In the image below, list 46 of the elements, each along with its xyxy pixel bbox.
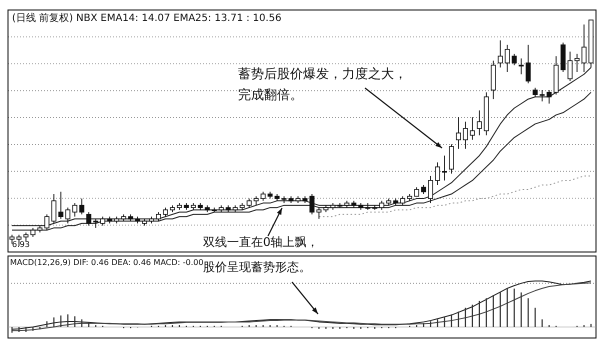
candlestick (435, 162, 440, 186)
candlestick (100, 216, 106, 226)
candlestick (379, 200, 384, 210)
candlestick (246, 198, 252, 208)
candlestick (23, 232, 28, 242)
candlestick (414, 186, 420, 197)
candlestick (156, 212, 161, 222)
candlestick (316, 207, 322, 220)
candlestick (30, 227, 36, 238)
annotation: 双线一直在0轴上飘，股价呈现蓄势形态。 (203, 235, 319, 274)
chart-title: MACD(12,26,9) DIF: 0.46 DEA: 0.46 MACD: -0.00 (10, 258, 204, 267)
candlestick (476, 110, 482, 136)
chart-title: (日线 前复权) NBX EMA14: 14.07 EMA25: 13.71 : 10.56 (12, 12, 282, 24)
candlestick (260, 191, 266, 202)
candlestick (456, 116, 461, 150)
candlestick (86, 212, 92, 226)
candlestick (512, 53, 517, 66)
candlestick (574, 53, 580, 72)
candlestick (65, 207, 70, 224)
candlestick (51, 194, 56, 224)
candlestick (309, 194, 314, 215)
candlestick (498, 40, 503, 68)
annotation: 6.93 (12, 240, 30, 249)
candlestick (546, 90, 552, 104)
candlestick (518, 58, 524, 75)
candlestick (79, 198, 84, 215)
candlestick (504, 44, 510, 72)
candlestick (72, 202, 78, 218)
candlestick (162, 207, 168, 218)
candlestick (540, 90, 545, 102)
candlestick (428, 175, 434, 204)
candlestick (254, 196, 259, 206)
candlestick (442, 155, 448, 181)
candlestick (568, 51, 573, 82)
candlestick (421, 184, 426, 194)
candlestick (532, 87, 538, 98)
candlestick (526, 44, 531, 84)
candlestick (462, 121, 468, 150)
candlestick (582, 24, 587, 72)
candlestick (448, 144, 454, 174)
candlestick (58, 191, 64, 220)
candlestick (44, 214, 50, 231)
annotation: 蓄势后股价爆发，力度之大，完成翻倍。 (238, 66, 407, 103)
candlestick (400, 196, 406, 206)
candlestick (470, 116, 475, 140)
candlestick (93, 218, 98, 228)
